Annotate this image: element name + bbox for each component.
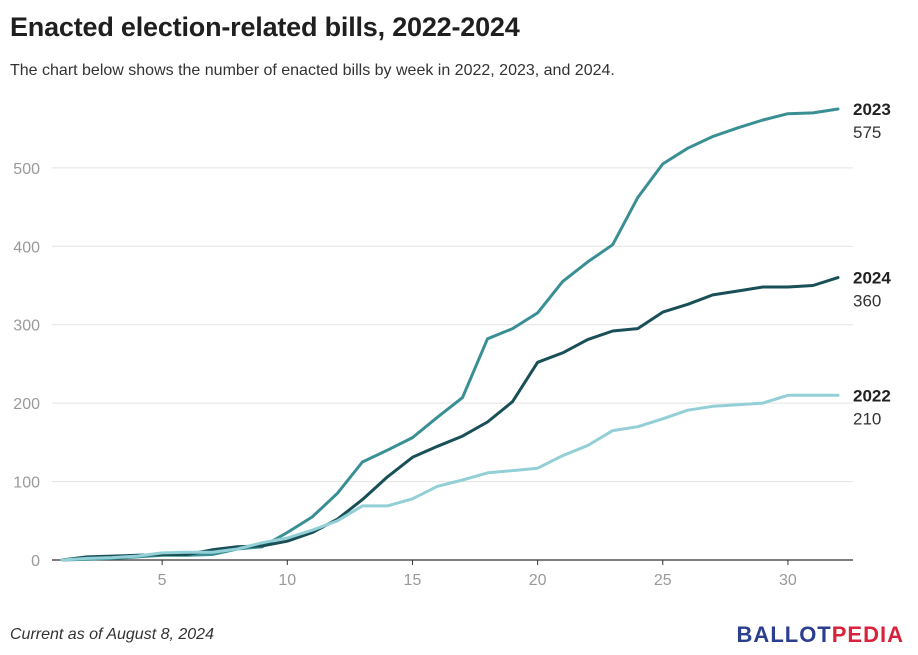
series-line-2023 bbox=[60, 107, 840, 562]
y-tick-label-300: 300 bbox=[13, 318, 40, 335]
logo-pedia-text: PEDIA bbox=[831, 622, 904, 647]
series-name-label-2022: 2022 bbox=[853, 386, 891, 405]
series-value-label-2022: 210 bbox=[853, 409, 881, 428]
logo-ballot-text: BALLOT bbox=[736, 622, 832, 647]
y-tick-label-500: 500 bbox=[13, 161, 40, 178]
y-tick-label-0: 0 bbox=[31, 553, 40, 570]
series-line-2024 bbox=[60, 276, 840, 562]
current-as-of-note: Current as of August 8, 2024 bbox=[10, 626, 214, 643]
y-tick-label-200: 200 bbox=[13, 396, 40, 413]
series-name-label-2023: 2023 bbox=[853, 100, 891, 119]
x-tick-label-20: 20 bbox=[529, 572, 547, 589]
chart-subtitle: The chart below shows the number of enac… bbox=[10, 62, 615, 79]
x-tick-label-30: 30 bbox=[779, 572, 797, 589]
y-tick-label-400: 400 bbox=[13, 239, 40, 256]
axis-layer: 0 100 200 300 400 500 5 10 15 20 25 30 bbox=[13, 161, 853, 589]
ballotpedia-logo[interactable]: BALLOTPEDIA bbox=[737, 622, 904, 648]
x-tick-label-5: 5 bbox=[158, 572, 167, 589]
x-tick-label-15: 15 bbox=[404, 572, 422, 589]
chart-title: Enacted election-related bills, 2022-202… bbox=[10, 12, 520, 42]
series-name-label-2024: 2024 bbox=[853, 269, 891, 288]
series-line-2022 bbox=[60, 393, 840, 562]
series-value-label-2023: 575 bbox=[853, 123, 881, 142]
series-value-label-2024: 360 bbox=[853, 292, 881, 311]
label-layer: 2023 575 2024 360 2022 210 bbox=[853, 100, 891, 428]
y-tick-label-100: 100 bbox=[13, 475, 40, 492]
series-layer bbox=[60, 107, 840, 562]
x-tick-label-25: 25 bbox=[654, 572, 672, 589]
grid-layer bbox=[52, 167, 853, 483]
x-tick-label-10: 10 bbox=[278, 572, 296, 589]
